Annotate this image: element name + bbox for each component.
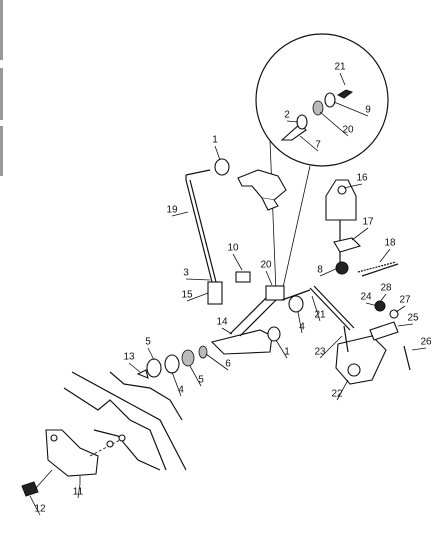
callout-number: 11: [73, 487, 84, 498]
leader-line: [286, 120, 299, 123]
leader-line: [319, 335, 343, 359]
callout-number: 5: [198, 375, 204, 386]
leader-line: [365, 302, 379, 307]
callout-number: 25: [407, 313, 419, 324]
callout-number: 8: [317, 265, 323, 276]
leader-line: [189, 365, 202, 387]
leader-line: [339, 72, 346, 86]
leader-line: [147, 347, 155, 361]
leader-line: [77, 483, 81, 499]
callout-number: 20: [260, 260, 272, 271]
leader-line: [336, 379, 349, 401]
callout-number: 21: [314, 310, 326, 321]
leader-line: [232, 253, 243, 271]
callout-number: 7: [315, 140, 321, 151]
callout-number: 26: [420, 337, 432, 348]
leader-line: [319, 267, 339, 277]
leader-line: [297, 311, 303, 334]
edge-marks: [0, 0, 3, 176]
callout-number: 1: [212, 135, 218, 146]
frame-rails: [21, 371, 187, 497]
callout-number: 28: [380, 283, 392, 294]
callout-number: 23: [314, 347, 326, 358]
callout-number: 27: [399, 295, 411, 306]
callout-number: 19: [166, 205, 178, 216]
leader-line: [379, 248, 391, 263]
leader-line: [411, 347, 427, 351]
callout-number: 2: [284, 110, 290, 121]
callout-number: 4: [178, 385, 184, 396]
callout-number: 6: [225, 359, 231, 370]
leader-line: [343, 183, 363, 189]
leader-line: [29, 495, 41, 516]
leader-line: [299, 135, 319, 152]
bellcrank: [136, 285, 355, 379]
leader-line: [186, 292, 209, 302]
leader-line: [221, 327, 233, 335]
callout-number: 5: [145, 337, 151, 348]
callout-number: 17: [362, 217, 374, 228]
leader-line: [265, 270, 273, 286]
leader-line: [205, 353, 229, 371]
leader-line: [351, 227, 369, 241]
leader-line: [379, 293, 387, 303]
callout-number: 16: [356, 173, 368, 184]
callout-number: 1: [284, 347, 290, 358]
leader-line: [128, 362, 141, 373]
callout-number: 12: [34, 504, 46, 515]
shift-rod: [185, 158, 251, 305]
leader-line: [171, 211, 189, 217]
callout-number: 22: [331, 389, 343, 400]
callout-number: 3: [183, 268, 189, 279]
callout-number: 24: [360, 292, 372, 303]
callout-number: 15: [181, 290, 193, 301]
leader-line: [214, 145, 221, 161]
leader-line: [275, 339, 288, 359]
lever-assembly: [325, 179, 411, 385]
leader-line: [333, 101, 369, 117]
callout-number: 21: [334, 62, 346, 73]
callout-number: 10: [227, 243, 239, 254]
callout-number: 13: [123, 352, 135, 363]
leader-line: [171, 371, 182, 397]
frame-bracket: [237, 169, 287, 211]
callout-number: 4: [299, 322, 305, 333]
leader-line: [397, 323, 414, 327]
leader-line: [319, 111, 349, 137]
leader-line: [311, 295, 321, 322]
leader-line: [185, 278, 211, 281]
leader-line: [395, 305, 406, 313]
callout-number: 18: [384, 238, 396, 249]
callout-number: 20: [342, 125, 354, 136]
detail-view: [255, 33, 389, 293]
callout-number: 14: [216, 317, 228, 328]
callout-number: 9: [365, 105, 371, 116]
